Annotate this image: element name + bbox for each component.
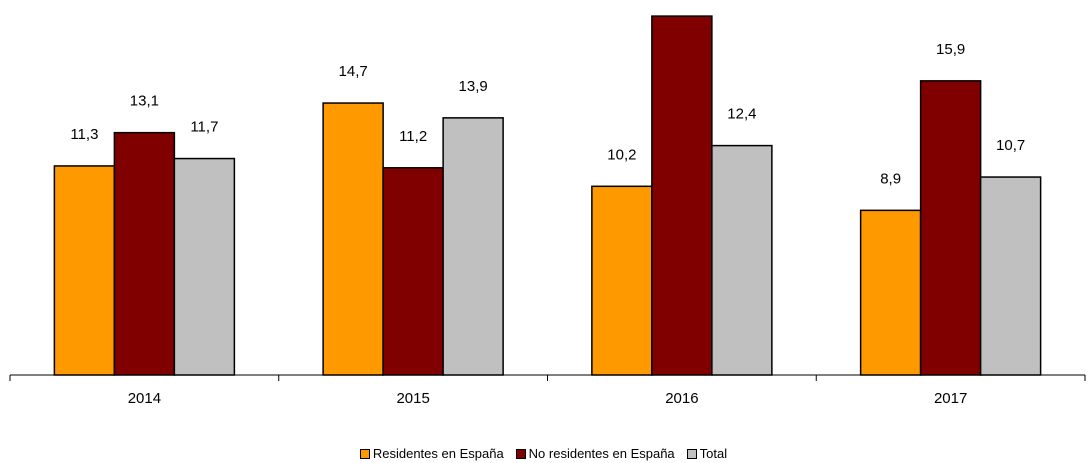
data-label-2017-series-0: 8,9 — [880, 170, 901, 187]
data-label-2014-series-2: 11,7 — [190, 119, 218, 136]
data-label-2014-series-1: 13,1 — [130, 93, 159, 110]
bar-2015-series-1 — [382, 167, 444, 376]
data-label-2015-series-2: 13,9 — [459, 78, 488, 95]
bar-2017-series-2 — [979, 176, 1042, 376]
bar-2015-series-2 — [442, 117, 504, 376]
bar-2014-series-1 — [113, 131, 176, 376]
bar-2014-series-0 — [53, 165, 116, 376]
legend-item-no-residentes: No residentes en España — [515, 446, 675, 461]
legend-label-no-residentes: No residentes en España — [528, 446, 675, 461]
bar-2016-series-0 — [591, 185, 653, 376]
bar-chart: 11,313,111,7201414,711,213,9201510,219,4… — [9, 15, 1086, 407]
data-label-2015-series-0: 14,7 — [339, 63, 368, 80]
legend-swatch-total — [686, 448, 697, 459]
bar-2014-series-2 — [173, 157, 236, 376]
x-tick-label-2016: 2016 — [665, 390, 698, 407]
data-label-2014-series-0: 11,3 — [70, 126, 98, 143]
legend-swatch-no-residentes — [515, 448, 526, 459]
chart-legend: Residentes en España No residentes en Es… — [0, 446, 1087, 461]
x-tick-label-2014: 2014 — [128, 390, 161, 407]
data-label-2016-series-2: 12,4 — [727, 106, 756, 123]
legend-item-total: Total — [686, 446, 728, 461]
bar-2015-series-0 — [322, 102, 384, 376]
x-tick-label-2015: 2015 — [396, 390, 429, 407]
data-label-2016-series-0: 10,2 — [607, 146, 636, 163]
legend-label-total: Total — [699, 446, 728, 461]
legend-item-residentes: Residentes en España — [359, 446, 504, 461]
x-tick-label-2017: 2017 — [934, 390, 967, 407]
bar-2016-series-1 — [651, 15, 713, 376]
bar-2017-series-1 — [919, 80, 982, 376]
data-label-2017-series-2: 10,7 — [996, 137, 1025, 154]
data-label-2015-series-1: 11,2 — [399, 128, 427, 145]
legend-swatch-residentes — [359, 448, 370, 459]
bar-2016-series-2 — [711, 144, 773, 376]
data-label-2017-series-1: 15,9 — [936, 41, 965, 58]
bar-2017-series-0 — [859, 209, 922, 376]
legend-label-residentes: Residentes en España — [372, 446, 504, 461]
